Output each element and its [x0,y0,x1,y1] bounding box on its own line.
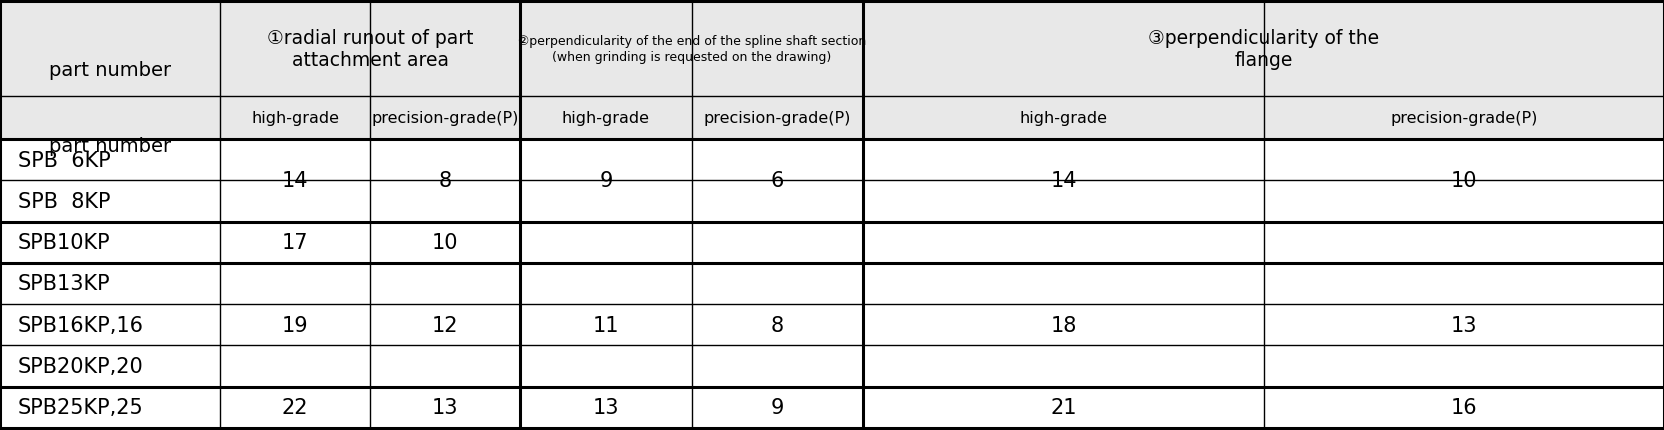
Text: 21: 21 [1050,397,1077,418]
Text: 12: 12 [433,315,458,335]
Text: ①radial runout of part
attachment area: ①radial runout of part attachment area [266,29,473,70]
Text: ②perpendicularity of the end of the spline shaft section
(when grinding is reque: ②perpendicularity of the end of the spli… [518,35,865,63]
Text: 13: 13 [592,397,619,418]
Text: SPB10KP: SPB10KP [18,233,110,253]
Text: 11: 11 [592,315,619,335]
Text: 22: 22 [281,397,308,418]
Bar [0,387,1664,428]
Bar [0,263,1664,304]
Text: precision-grade(P): precision-grade(P) [704,111,852,126]
Text: SPB16KP,16: SPB16KP,16 [18,315,143,335]
Text: 16: 16 [1451,397,1478,418]
Text: 13: 13 [433,397,458,418]
Text: 10: 10 [1451,171,1478,191]
Text: 17: 17 [281,233,308,253]
Text: part number: part number [48,61,171,80]
Text: 9: 9 [770,397,784,418]
Text: 9: 9 [599,171,612,191]
Text: high-grade: high-grade [251,111,339,126]
Text: SPB  6KP: SPB 6KP [18,150,110,170]
Text: high-grade: high-grade [1020,111,1108,126]
Text: 19: 19 [281,315,308,335]
Text: ③perpendicularity of the
flange: ③perpendicularity of the flange [1148,29,1379,70]
Bar [0,222,1664,263]
Bar [0,181,1664,222]
Text: 6: 6 [770,171,784,191]
Text: 13: 13 [1451,315,1478,335]
Text: 10: 10 [433,233,458,253]
Bar [0,140,1664,181]
Text: SPB25KP,25: SPB25KP,25 [18,397,143,418]
Text: SPB13KP: SPB13KP [18,274,110,294]
Text: 8: 8 [770,315,784,335]
Bar [0,2,1664,140]
Bar [0,346,1664,387]
Text: 14: 14 [1050,171,1077,191]
Text: precision-grade(P): precision-grade(P) [1389,111,1538,126]
Text: 14: 14 [281,171,308,191]
Text: high-grade: high-grade [562,111,651,126]
Text: part number: part number [48,137,171,156]
Text: SPB  8KP: SPB 8KP [18,191,110,212]
Text: 18: 18 [1050,315,1077,335]
Text: precision-grade(P): precision-grade(P) [371,111,519,126]
Text: SPB20KP,20: SPB20KP,20 [18,356,143,376]
Bar [0,304,1664,346]
Text: 8: 8 [439,171,451,191]
